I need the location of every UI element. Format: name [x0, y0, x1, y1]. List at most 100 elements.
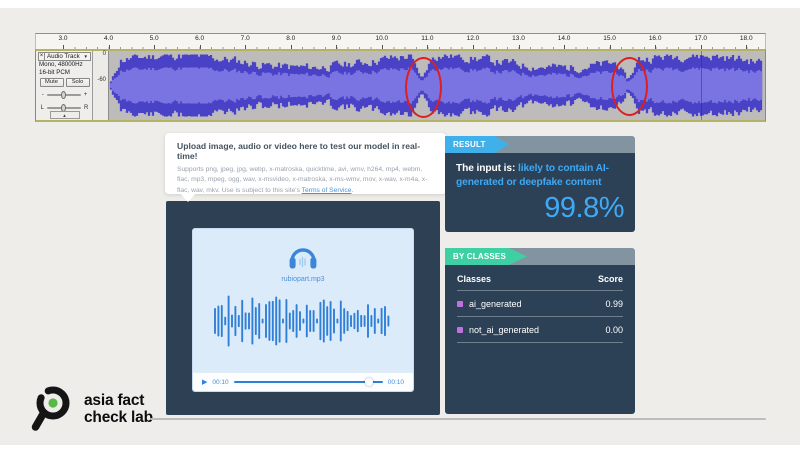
solo-button[interactable]: Solo	[65, 78, 90, 87]
ruler-tick-label: 10.0	[375, 35, 389, 42]
track-format: 16-bit PCM	[39, 69, 70, 76]
confidence-score: 99.8%	[544, 191, 624, 224]
pan-slider-track[interactable]	[47, 103, 81, 112]
ruler-tick-mark	[655, 45, 657, 49]
audio-filename: rubiopart.mp3	[281, 276, 325, 283]
classes-table-header: Classes Score	[457, 268, 623, 291]
upload-formats-suffix: .	[351, 186, 354, 194]
ruler-tick-label: 17.0	[694, 35, 708, 42]
verdict-line: The input is: likely to contain AI-gener…	[456, 162, 624, 191]
gain-max-label: +	[83, 91, 88, 98]
db-label-minus60: -60	[97, 77, 106, 83]
result-header: RESULT	[445, 136, 635, 153]
logo: asia fact check lab	[29, 383, 153, 435]
track-menu-button[interactable]: Audio Track ▼	[45, 52, 91, 61]
by-classes-panel: BY CLASSES Classes Score ai_generated 0.9…	[445, 248, 635, 414]
gain-slider[interactable]: - +	[37, 88, 92, 101]
gain-slider-track[interactable]	[46, 90, 81, 99]
total-time: 00:10	[387, 378, 404, 386]
player-controls: ▶ 00:10 00:10	[193, 372, 413, 391]
verdict-prefix: The input is:	[456, 163, 518, 174]
by-classes-badge: BY CLASSES	[445, 248, 527, 265]
ruler-tick-mark	[290, 45, 292, 49]
annotation-circle-1	[405, 57, 442, 118]
audio-player-panel: rubiopart.mp3 ▶ 00:10 00:10	[166, 201, 440, 415]
logo-line-1: asia fact	[84, 391, 145, 409]
ruler-tick-mark	[427, 45, 429, 49]
ruler-tick-label: 11.0	[421, 35, 434, 42]
ruler-tick-label: 6.0	[195, 35, 205, 42]
logo-text: asia fact check lab	[84, 392, 153, 427]
track-close-button[interactable]: ×	[38, 52, 45, 61]
collapse-button[interactable]: ▲	[49, 111, 80, 119]
upload-tooltip: Upload image, audio or video here to tes…	[165, 133, 446, 194]
ruler-tick-label: 15.0	[603, 35, 616, 42]
class-label: ai_generated	[457, 299, 522, 309]
logo-line-2: check lab	[84, 409, 153, 426]
timeline-ruler[interactable]: 3.0 4.0 5.0 6.0 7.0 8.0 9.0 10.0 11.0 12.0 13.0 14.…	[35, 33, 766, 49]
ruler-tick-mark	[381, 45, 383, 49]
headphones-icon	[289, 248, 317, 269]
ruler-tick-label: 9.0	[331, 35, 341, 42]
mute-button[interactable]: Mute	[39, 78, 64, 87]
ruler-tick-mark	[154, 45, 156, 49]
track-samplerate: Mono, 48000Hz	[39, 61, 83, 68]
score-column-header: Score	[597, 274, 623, 284]
by-classes-body: Classes Score ai_generated 0.99 not_ai_gen…	[445, 265, 635, 414]
audio-track-window: × Audio Track ▼ Mono, 48000Hz 16-bit PCM…	[35, 49, 766, 122]
class-name: not_ai_generated	[469, 324, 540, 335]
result-panel: RESULT The input is: likely to contain A…	[445, 136, 635, 232]
ruler-tick-mark	[472, 45, 474, 49]
ruler-minor-ticks	[63, 47, 761, 49]
ruler-tick-mark	[564, 45, 566, 49]
audio-player-card: rubiopart.mp3 ▶ 00:10 00:10	[192, 228, 414, 392]
progress-bar[interactable]	[233, 378, 383, 386]
vertical-db-ruler: 0 -60	[93, 51, 109, 120]
by-classes-header: BY CLASSES	[445, 248, 635, 265]
result-badge: RESULT	[445, 136, 509, 153]
current-time: 00:10	[212, 378, 229, 386]
ruler-tick-label: 4.0	[104, 35, 114, 42]
tooltip-pointer	[180, 193, 196, 202]
ruler-tick-mark	[108, 45, 110, 49]
ruler-tick-label: 12.0	[466, 35, 480, 42]
ruler-tick-mark	[63, 45, 64, 49]
audacity-screenshot: 3.0 4.0 5.0 6.0 7.0 8.0 9.0 10.0 11.0 12.0 13.0 14.…	[35, 33, 768, 122]
ruler-tick-mark	[700, 45, 702, 49]
ruler-tick-label: 13.0	[512, 35, 525, 42]
gain-min-label: -	[41, 91, 44, 98]
ruler-tick-mark	[245, 45, 247, 49]
track-name: Audio Track	[47, 53, 80, 60]
audio-waveform	[109, 54, 763, 117]
ruler-tick-mark	[518, 45, 520, 49]
class-bullet-icon	[457, 326, 463, 333]
class-row: not_ai_generated 0.00	[457, 317, 623, 343]
pan-right-label: R	[84, 104, 89, 111]
ruler-tick-label: 8.0	[286, 35, 296, 42]
class-score: 0.00	[605, 324, 623, 335]
class-name: ai_generated	[469, 298, 522, 309]
class-row: ai_generated 0.99	[457, 291, 623, 317]
ruler-tick-label: 14.0	[557, 35, 571, 42]
upload-formats-text: Supports png, jpeg, jpg, webp, x-matrosk…	[177, 166, 428, 194]
ruler-tick-label: 16.0	[648, 35, 662, 42]
ruler-tick-mark	[199, 45, 201, 49]
pan-left-label: L	[40, 104, 44, 111]
audio-waveform-preview	[214, 295, 390, 347]
classes-column-header: Classes	[457, 274, 492, 284]
ruler-tick-label: 3.0	[58, 35, 68, 42]
track-control-panel: × Audio Track ▼ Mono, 48000Hz 16-bit PCM…	[37, 51, 93, 120]
ruler-tick-label: 7.0	[240, 35, 250, 42]
terms-of-service-link[interactable]: Terms of Service	[301, 186, 352, 194]
magnifier-logo-icon	[31, 386, 70, 431]
class-label: not_ai_generated	[457, 325, 539, 335]
class-bullet-icon	[457, 300, 463, 307]
ruler-tick-label: 18.0	[739, 35, 753, 42]
progress-knob[interactable]	[364, 378, 373, 386]
page-divider	[150, 418, 766, 420]
gain-slider-thumb[interactable]	[60, 90, 66, 99]
play-button[interactable]: ▶	[202, 378, 208, 386]
class-score: 0.99	[605, 298, 623, 309]
classes-table-rows: ai_generated 0.99 not_ai_generated 0.00	[457, 291, 623, 343]
